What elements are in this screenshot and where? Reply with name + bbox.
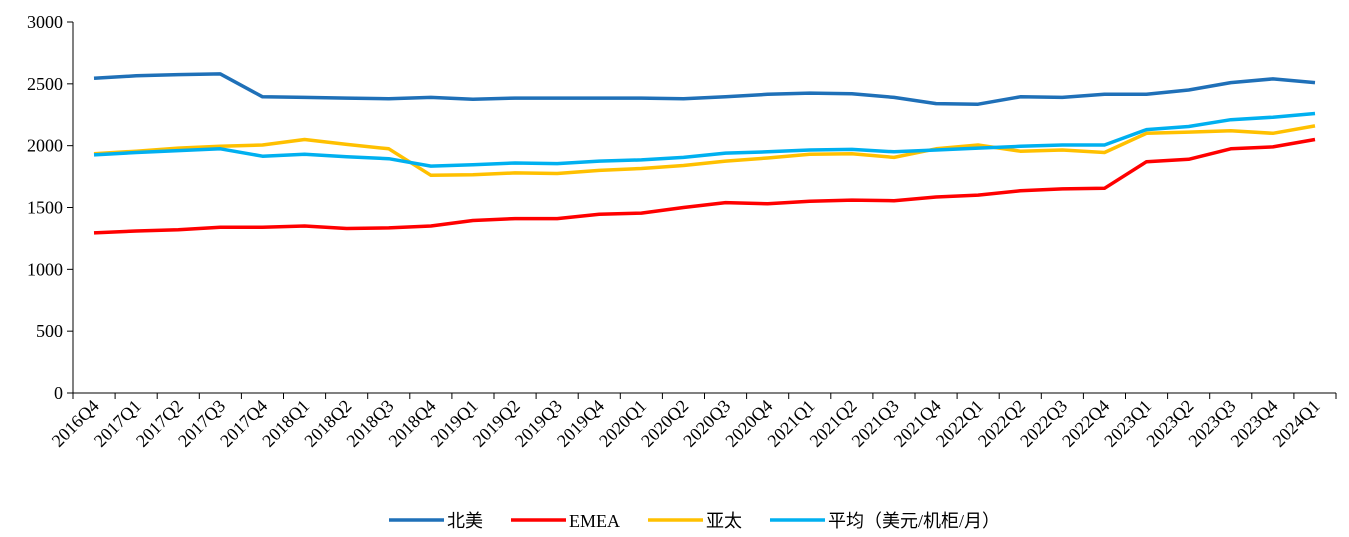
y-tick-label: 3000 <box>27 12 63 32</box>
series-line <box>93 124 1316 178</box>
legend-label: EMEA <box>569 511 620 531</box>
y-tick-label: 1500 <box>27 198 63 218</box>
y-tick-label: 2500 <box>27 74 63 94</box>
legend-label: 北美 <box>447 511 483 531</box>
series-line <box>93 137 1316 235</box>
y-tick-label: 2000 <box>27 136 63 156</box>
y-tick-label: 1000 <box>27 259 63 279</box>
y-tick-label: 0 <box>54 383 63 403</box>
series-line <box>93 111 1316 168</box>
x-tick-label: 2024Q1 <box>1269 396 1324 451</box>
legend-label: 平均（美元/机柜/月） <box>828 511 1000 531</box>
y-tick-label: 500 <box>36 321 63 341</box>
series-line <box>93 72 1316 106</box>
legend-label: 亚太 <box>706 511 742 531</box>
